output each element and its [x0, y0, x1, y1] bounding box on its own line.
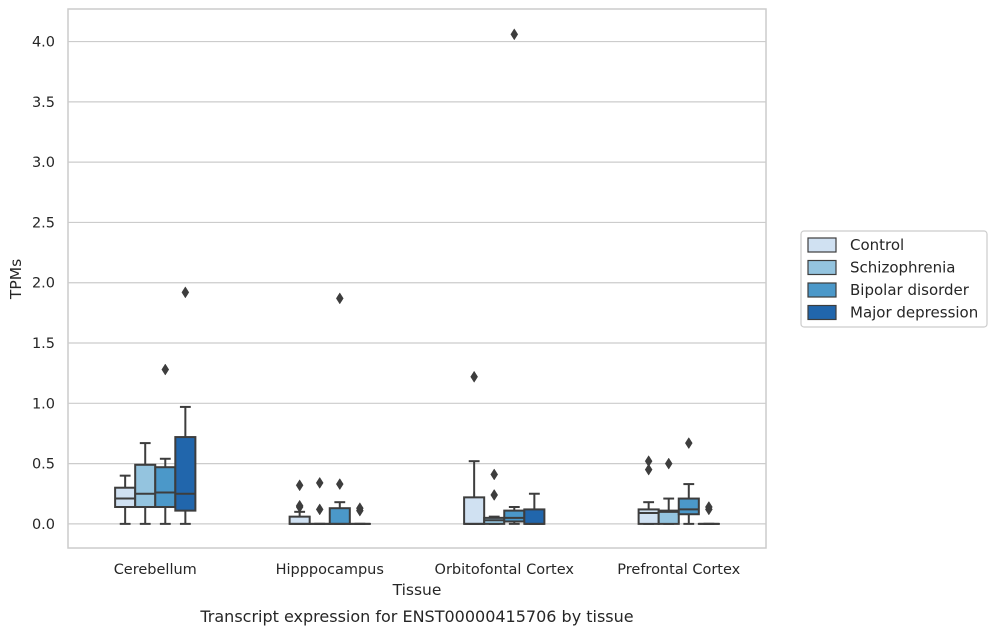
box-group	[504, 29, 524, 524]
box	[330, 508, 350, 524]
outlier-point	[182, 287, 189, 298]
y-tick-label: 3.0	[32, 155, 55, 171]
x-tick-label: Hipppocampus	[276, 562, 384, 578]
legend-item: Schizophrenia	[808, 259, 955, 277]
box	[175, 437, 195, 511]
legend-item: Major depression	[808, 304, 978, 322]
legend: Control Schizophrenia Bipolar disorder Majo…	[801, 231, 987, 327]
box-group	[350, 503, 370, 524]
box	[290, 517, 310, 524]
legend-label: Schizophrenia	[850, 259, 955, 277]
legend-swatch	[808, 306, 836, 320]
outlier-point	[491, 469, 498, 480]
x-tick-label: Prefrontal Cortex	[617, 562, 740, 578]
outlier-point	[316, 504, 323, 515]
outlier-point	[296, 480, 303, 491]
box	[504, 511, 524, 522]
outlier-point	[645, 456, 652, 467]
box-group	[135, 443, 155, 524]
legend-label: Control	[850, 236, 904, 254]
y-tick-label: 3.5	[32, 95, 55, 111]
box	[155, 467, 175, 507]
box-group	[524, 494, 544, 524]
outlier-point	[162, 364, 169, 375]
legend-item: Bipolar disorder	[808, 281, 970, 299]
legend-swatch	[808, 261, 836, 275]
box	[115, 488, 135, 507]
box-group	[290, 480, 310, 524]
legend-item: Control	[808, 236, 904, 254]
box-group	[155, 364, 175, 524]
outlier-point	[511, 29, 518, 40]
legend-swatch	[808, 283, 836, 297]
box-group	[639, 456, 659, 524]
box-group	[464, 371, 484, 524]
box	[135, 465, 155, 507]
box	[524, 509, 544, 523]
y-tick-label: 4.0	[32, 35, 55, 51]
box-group	[330, 293, 350, 524]
chart-caption: Transcript expression for ENST0000041570…	[199, 607, 633, 626]
boxes-layer	[115, 29, 719, 524]
outlier-point	[336, 479, 343, 490]
outlier-point	[296, 500, 303, 511]
y-axis-label: TPMs	[7, 259, 25, 300]
box-group	[659, 458, 679, 524]
box	[679, 499, 699, 515]
outlier-point	[471, 371, 478, 382]
legend-swatch	[808, 238, 836, 252]
y-tick-label: 1.5	[32, 336, 55, 352]
outlier-point	[491, 489, 498, 500]
box-group	[679, 438, 699, 524]
box-group	[484, 469, 504, 524]
box-group	[699, 502, 719, 524]
y-tick-label: 2.5	[32, 215, 55, 231]
grid-layer	[68, 42, 766, 524]
y-tick-label: 1.0	[32, 396, 55, 412]
x-tick-label: Orbitofontal Cortex	[435, 562, 575, 578]
outlier-point	[336, 293, 343, 304]
outlier-point	[685, 438, 692, 449]
legend-label: Major depression	[850, 304, 978, 322]
box-group	[175, 287, 195, 524]
box-group	[310, 477, 330, 524]
box-group	[115, 476, 135, 524]
legend-label: Bipolar disorder	[850, 281, 970, 299]
outlier-point	[316, 477, 323, 488]
x-tick-labels: Cerebellum Hipppocampus Orbitofontal Corte…	[114, 562, 741, 578]
box	[639, 509, 659, 523]
y-tick-label: 0.0	[32, 517, 55, 533]
y-tick-label: 2.0	[32, 276, 55, 292]
x-tick-label: Cerebellum	[114, 562, 197, 578]
y-tick-labels: 0.0 0.5 1.0 1.5 2.0 2.5 3.0 3.5 4.0	[32, 35, 55, 533]
y-tick-label: 0.5	[32, 457, 55, 473]
x-axis-label: Tissue	[392, 581, 442, 599]
outlier-point	[665, 458, 672, 469]
box	[464, 497, 484, 524]
